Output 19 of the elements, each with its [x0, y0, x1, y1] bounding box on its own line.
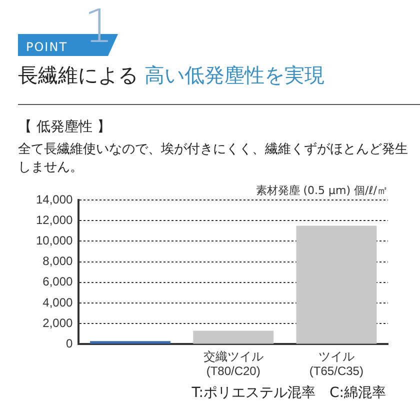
y-tick-label: 14,000 — [36, 192, 74, 206]
y-axis-title: 素材発塵 (0.5 μm) 個/ℓ/㎡ — [256, 183, 388, 198]
y-tick-label: 6,000 — [42, 274, 74, 289]
bar — [193, 330, 274, 344]
y-tick-label: 12,000 — [36, 212, 74, 227]
chart-subtitle: 【 低発塵性 】 — [18, 118, 111, 136]
y-tick-label: 2,000 — [42, 316, 74, 330]
x-tick-label: ツイル (T65/C35) — [309, 350, 364, 378]
y-tick-label: 10,000 — [36, 234, 74, 248]
y-tick-label: 4,000 — [42, 295, 74, 310]
chart-title: 長繊維による 高い低発塵性を実現 — [18, 63, 324, 87]
bar — [90, 341, 170, 344]
x-tick-label: 交織ツイル (T80/C20) — [203, 350, 264, 378]
y-tick-label: 0 — [66, 336, 74, 351]
text: POINT — [26, 40, 68, 54]
text: T:ポリエステル混率 C:綿混率 — [192, 384, 386, 402]
bar — [296, 226, 377, 344]
y-tick-label: 8,000 — [42, 254, 74, 268]
text: 全て長繊維使いなので、埃が付きにくく、繊維くずがほとんど発生しません。 — [18, 141, 409, 177]
